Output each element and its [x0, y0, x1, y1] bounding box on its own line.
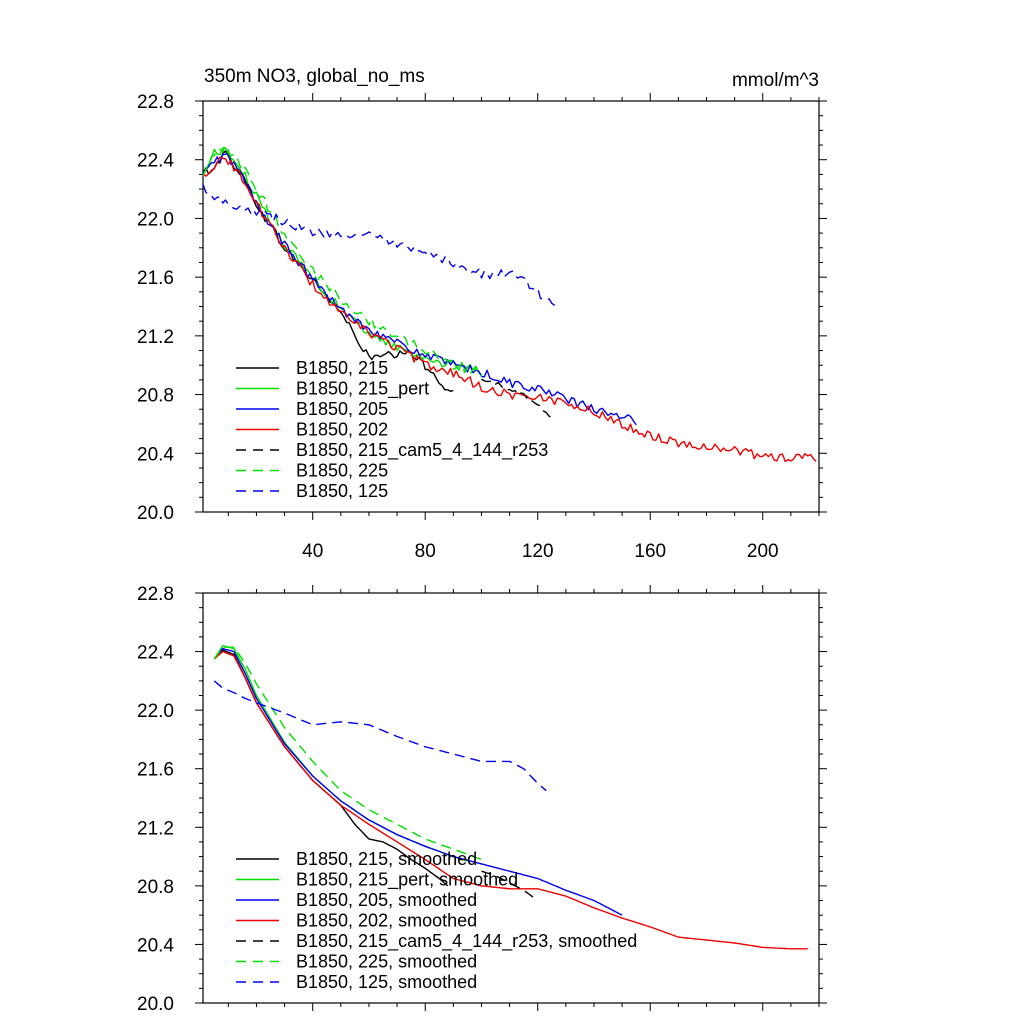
legend-label: B1850, 202, smoothed [296, 911, 477, 931]
y-tick-label: 20.4 [137, 935, 174, 956]
legend-label: B1850, 205, smoothed [296, 890, 477, 910]
legend-label: B1850, 215_cam5_4_144_r253, smoothed [296, 931, 637, 952]
y-tick-label: 22.8 [137, 584, 174, 605]
series-line [213, 647, 623, 916]
units-label: mmol/m^3 [732, 70, 819, 91]
top-panel: 20.0 20.4 20.8 21.2 21.6 22.0 22.4 22.8 40 80 120 1… [137, 92, 827, 562]
chart-title: 350m NO3, global_no_ms [204, 66, 425, 87]
bottom-panel: 20.0 20.4 20.8 21.2 21.6 22.0 22.4 22.8 B1850, 2… [137, 584, 827, 1015]
legend-label: B1850, 215 [296, 358, 388, 378]
y-tick-label: 20.0 [137, 994, 174, 1015]
y-tick-label: 21.6 [137, 760, 174, 781]
x-tick-label: 80 [415, 541, 436, 562]
y-tick-label: 22.0 [137, 701, 174, 722]
series-line [213, 645, 468, 862]
x-tick-label: 40 [302, 541, 323, 562]
series-line [202, 156, 817, 463]
y-tick-label: 20.4 [137, 444, 174, 465]
legend-label: B1850, 215_pert, smoothed [296, 870, 518, 891]
series-line [213, 646, 482, 861]
y-tick-label: 22.4 [137, 643, 174, 664]
series-line [213, 650, 808, 950]
legend-label: B1850, 125, smoothed [296, 972, 477, 992]
legend-label: B1850, 215, smoothed [296, 849, 477, 869]
y-tick-label: 21.2 [137, 818, 174, 839]
y-tick-label: 22.8 [137, 92, 174, 113]
y-tick-label: 21.6 [137, 268, 174, 289]
y-tick-label: 20.8 [137, 877, 174, 898]
y-tick-label: 22.0 [137, 209, 174, 230]
y-tick-label: 21.2 [137, 327, 174, 348]
legend-label: B1850, 215_cam5_4_144_r253 [296, 440, 548, 461]
x-tick-label: 200 [747, 541, 779, 562]
legend-label: B1850, 225 [296, 461, 388, 481]
legend-label: B1850, 125 [296, 481, 388, 501]
x-tick-label: 120 [522, 541, 554, 562]
series-line [202, 144, 483, 377]
series-line [481, 378, 553, 419]
legend-label: B1850, 225, smoothed [296, 952, 477, 972]
y-tick-label: 22.4 [137, 151, 174, 172]
y-tick-label: 20.8 [137, 386, 174, 407]
series-line [213, 680, 547, 792]
series-line [202, 184, 558, 310]
y-tick-label: 20.0 [137, 503, 174, 524]
x-tick-label: 160 [634, 541, 666, 562]
legend-label: B1850, 215_pert [296, 379, 429, 400]
legend-label: B1850, 202 [296, 420, 388, 440]
series-line [481, 870, 539, 902]
legend-label: B1850, 205 [296, 399, 388, 419]
